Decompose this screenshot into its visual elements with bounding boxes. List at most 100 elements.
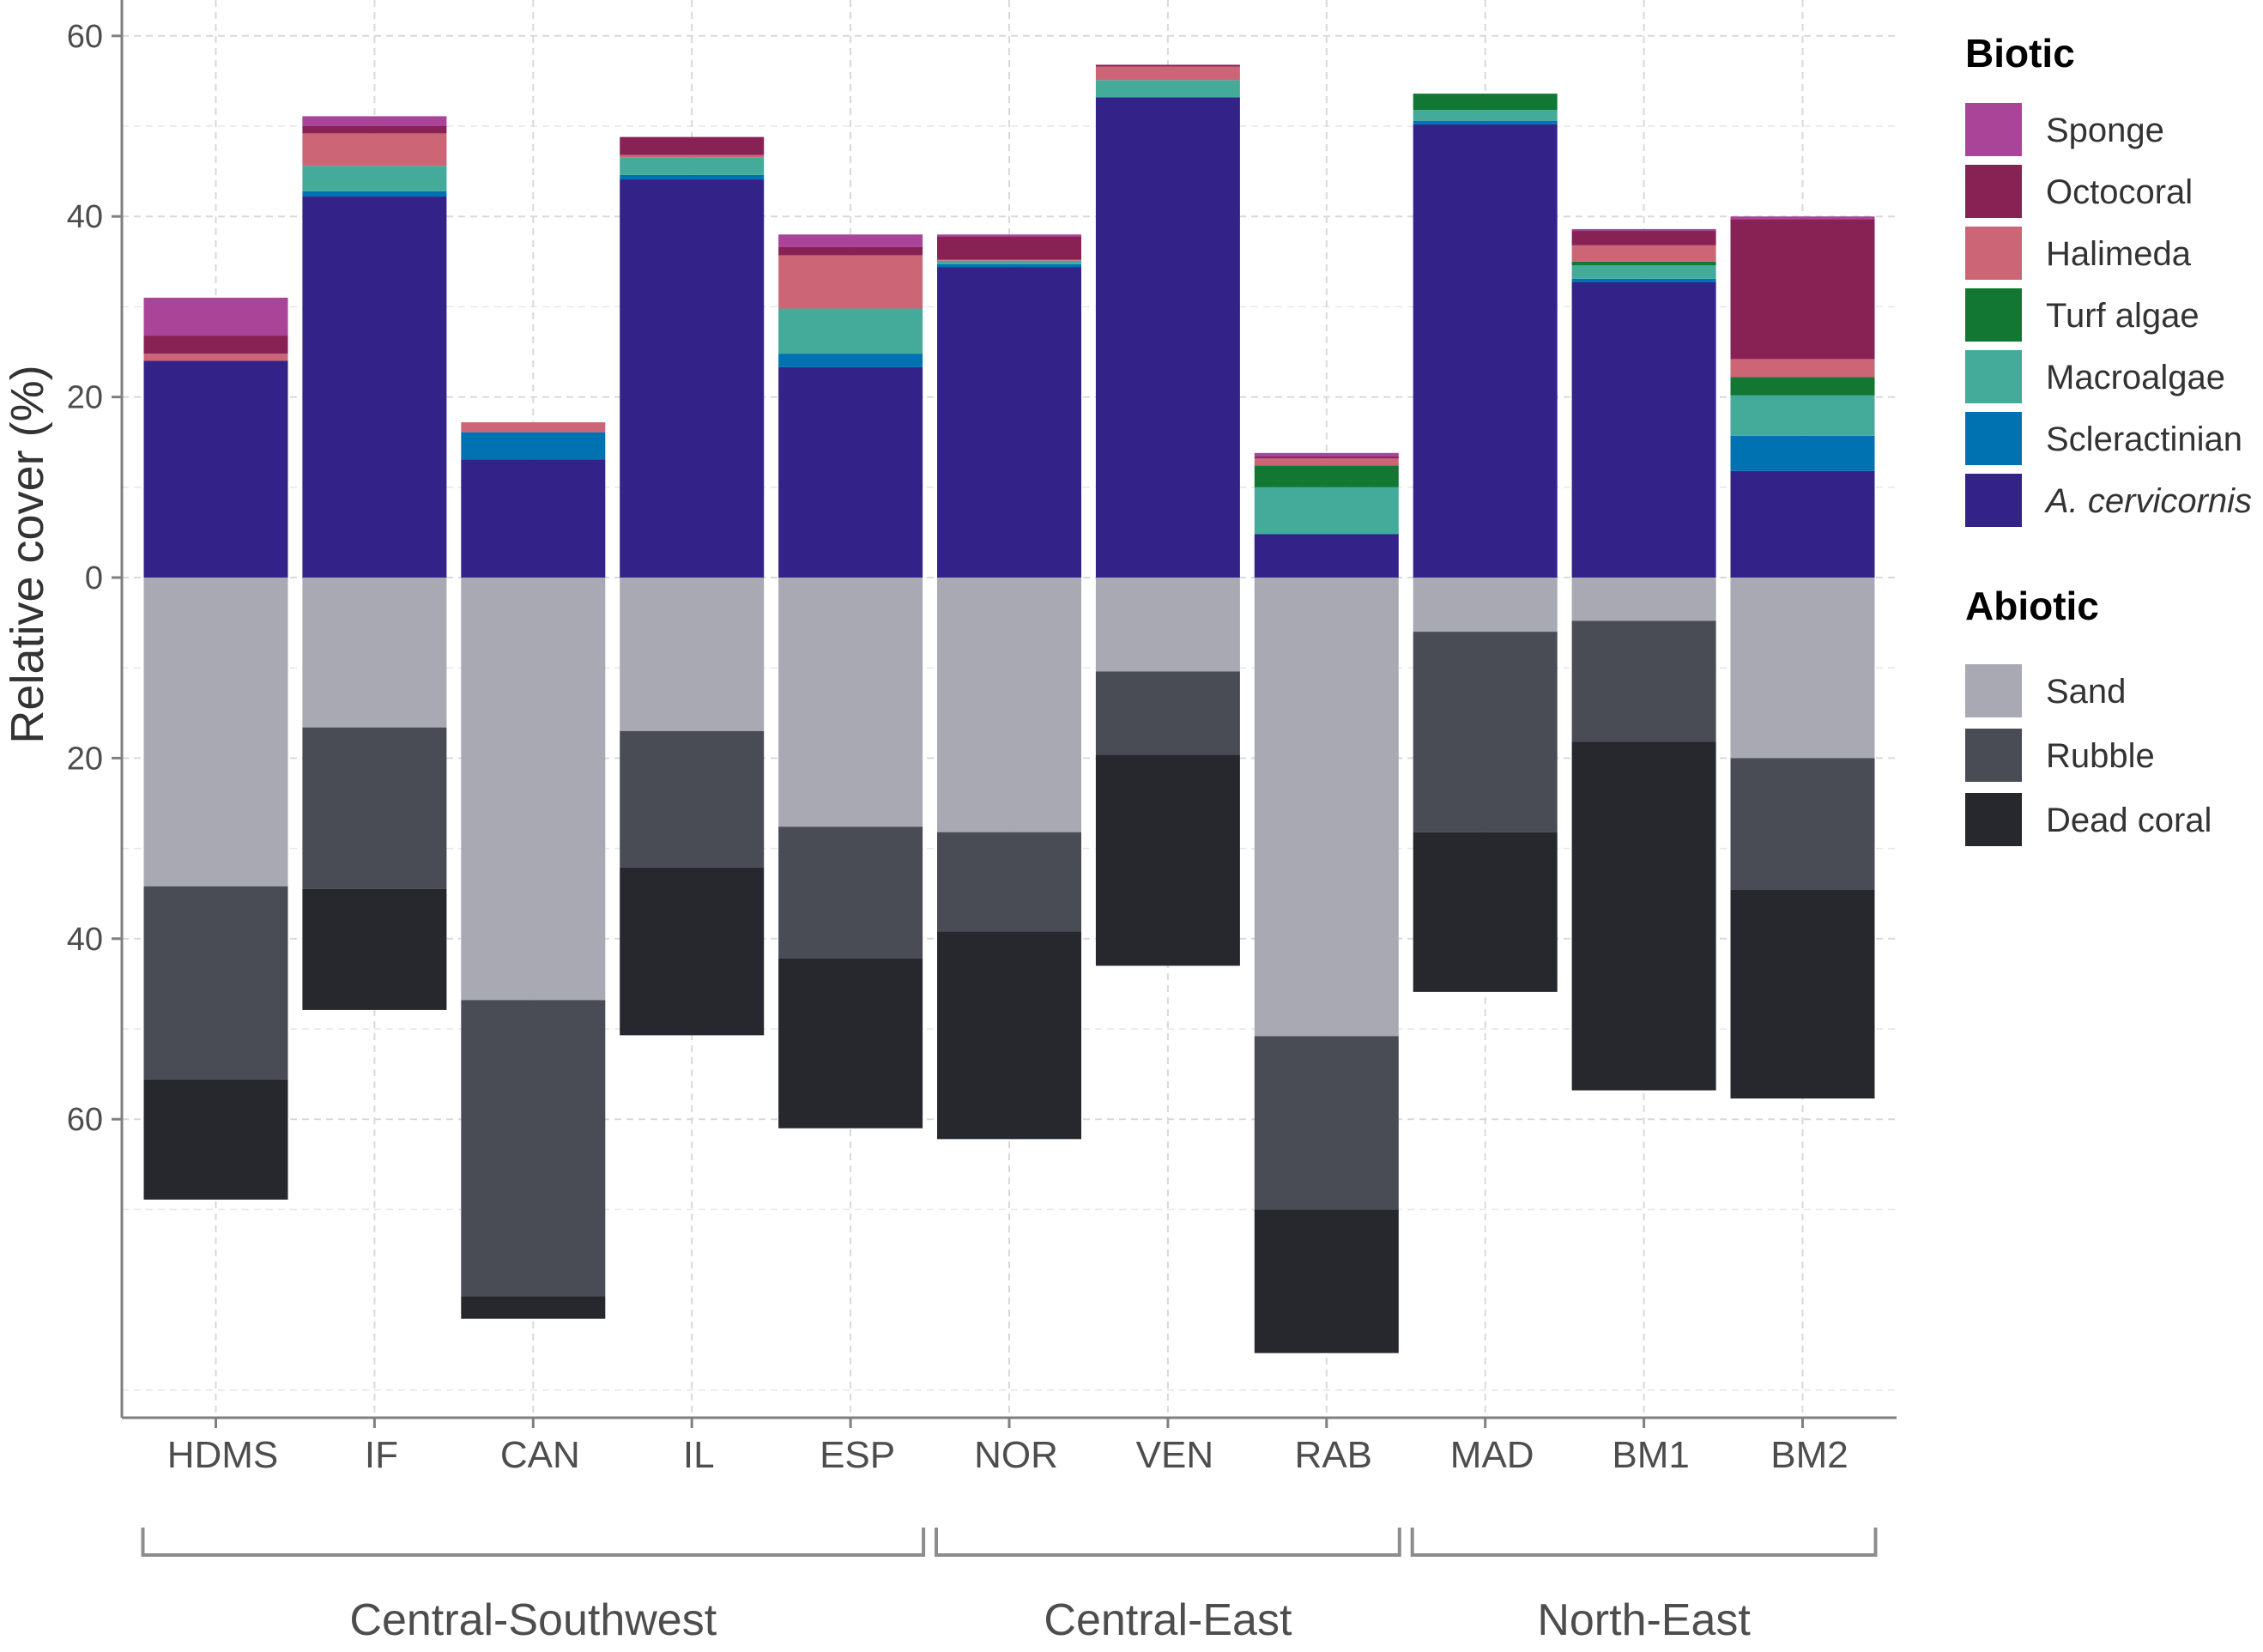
bar-segment-bm1 [1571,228,1716,232]
y-tick-label: 60 [67,1102,103,1138]
bar-segment-esp [778,578,923,827]
legend-key [1965,793,2022,846]
bar-segment-mad [1413,120,1558,124]
bar-segment-rab [1254,534,1399,578]
bar-segment-esp [778,246,923,256]
bar-segment-bm2 [1730,216,1875,220]
bar-segment-bm1 [1571,245,1716,262]
bar-segment-nor [937,259,1081,261]
legend-label: A. cervicornis [2044,482,2252,520]
group-bracket [935,1528,1401,1557]
legend-label: Scleractinian [2046,421,2242,458]
legend-key [1965,227,2022,280]
legend-label: Halimeda [2046,235,2192,273]
legend-layer: Biotic Sponge Octocoral Halimeda Turf algae M… [1965,31,2252,846]
bar-segment-nor [937,236,1081,260]
bar-segment-il [620,578,765,731]
bar-segment-bm2 [1730,377,1875,396]
legend-title-biotic: Biotic [1965,31,2075,76]
bar-segment-ven [1095,578,1240,672]
bar-segment-esp [778,366,923,578]
bar-segment-can [461,432,606,460]
legend-key [1965,729,2022,782]
bar-segment-bm1 [1571,278,1716,282]
bar-segment-mad [1413,632,1558,832]
legend-key [1965,474,2022,527]
legend-label: Rubble [2046,737,2155,775]
bar-segment-if [302,191,447,197]
bar-segment-bm1 [1571,261,1716,266]
bar-segment-mad [1413,578,1558,632]
bar-segment-can [461,1296,606,1319]
bar-segment-rab [1254,1036,1399,1210]
bar-segment-bm1 [1571,265,1716,279]
bar-segment-nor [937,267,1081,578]
bar-segment-hdms [143,360,288,578]
bar-segment-hdms [143,297,288,336]
legend-key [1965,165,2022,218]
bar-segment-il [620,154,765,158]
bar-segment-ven [1095,64,1240,67]
bar-segment-rab [1254,487,1399,535]
bar-segment-bm2 [1730,889,1875,1099]
legend-key [1965,412,2022,465]
bar-segment-if [302,126,447,134]
bar-segment-esp [778,234,923,247]
bar-segment-il [620,867,765,1036]
bar-segment-ven [1095,97,1240,578]
bar-segment-bm2 [1730,359,1875,378]
bar-segment-hdms [143,578,288,887]
bar-segment-esp [778,354,923,367]
bar-segment-can [461,422,606,433]
bar-segment-esp [778,826,923,959]
bar-segment-nor [937,260,1081,264]
group-bracket [1410,1528,1878,1557]
bar-segment-bm1 [1571,620,1716,742]
bar-segment-mad [1413,94,1558,111]
y-axis-title: Relative cover (%) [2,365,53,743]
legend-label: Sponge [2046,112,2164,149]
bar-segment-mad [1413,832,1558,992]
legend-key [1965,288,2022,342]
legend-title-abiotic: Abiotic [1965,584,2099,628]
bar-segment-mad [1413,124,1558,578]
bar-segment-rab [1254,457,1399,459]
group-label: Central-East [1044,1595,1292,1645]
x-category-label: IL [683,1434,715,1476]
x-category-label: VEN [1136,1434,1213,1476]
bar-segment-il [620,157,765,175]
bar-segment-bm2 [1730,219,1875,360]
bar-layer [143,64,1875,1353]
bar-segment-bm1 [1571,741,1716,1091]
bar-segment-if [302,133,447,166]
legend-label: Dead coral [2046,802,2212,839]
bar-segment-if [302,888,447,1010]
y-tick-label: 20 [67,380,103,416]
x-category-label: HDMS [167,1434,279,1476]
bar-segment-can [461,578,606,1001]
bar-segment-bm1 [1571,281,1716,578]
x-category-label: MAD [1450,1434,1534,1476]
x-category-label: IF [365,1434,398,1476]
legend-key [1965,350,2022,403]
x-category-label: ESP [820,1434,895,1476]
bar-segment-bm2 [1730,578,1875,759]
bar-segment-bm1 [1571,231,1716,245]
group-bracket [141,1528,926,1557]
bar-segment-nor [937,234,1081,237]
bar-segment-esp [778,958,923,1129]
bar-segment-bm2 [1730,395,1875,436]
bar-segment-ven [1095,754,1240,966]
axis-layer: 60 40 20 0 20 40 60 Relative cover (%) HDMS IF CAN… [2,0,1897,1645]
bar-segment-rab [1254,578,1399,1037]
x-category-label: NOR [974,1434,1058,1476]
bar-segment-il [620,136,765,155]
x-category-label: CAN [500,1434,580,1476]
group-label: North-East [1537,1595,1751,1645]
bar-segment-bm2 [1730,435,1875,471]
y-tick-label: 20 [67,741,103,777]
legend-label: Turf algae [2046,297,2199,335]
bar-segment-esp [778,255,923,309]
y-tick-label: 40 [67,922,103,958]
